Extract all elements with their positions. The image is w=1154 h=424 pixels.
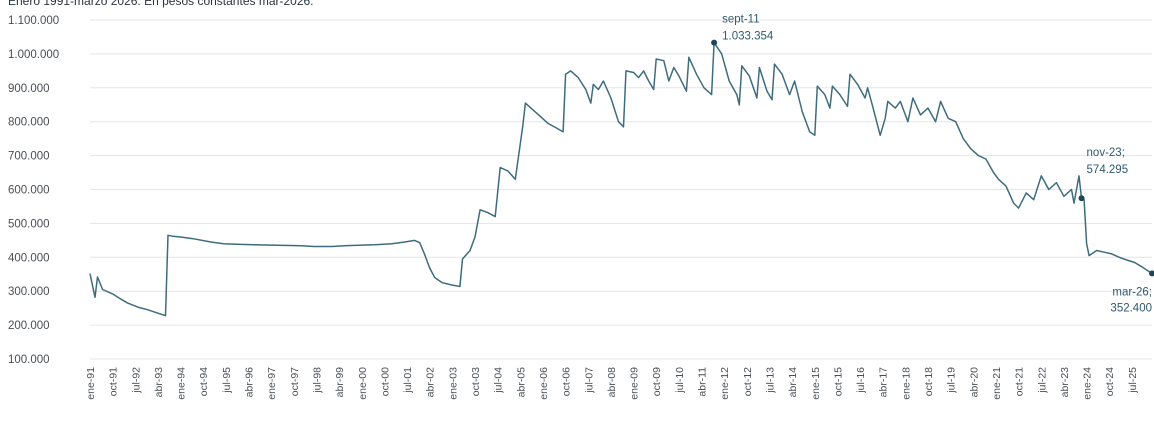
x-tick-label: abr-23	[1059, 367, 1071, 398]
x-tick-label: ene-94	[176, 367, 188, 400]
y-tick-label: 200.000	[8, 320, 50, 332]
x-tick-label: oct-24	[1104, 367, 1116, 396]
x-tick-label: oct-91	[108, 367, 120, 396]
x-tick-label: oct-15	[832, 367, 844, 396]
annotation-date-label: nov-23;	[1087, 147, 1125, 159]
chart-subtitle: Enero 1991-marzo 2026. En pesos constant…	[8, 0, 314, 8]
x-tick-label: oct-12	[742, 367, 754, 396]
x-tick-label: jul-25	[1127, 367, 1139, 394]
y-tick-label: 400.000	[8, 252, 50, 264]
x-tick-label: abr-05	[515, 367, 527, 398]
x-tick-label: oct-03	[470, 367, 482, 396]
x-tick-label: abr-17	[878, 367, 890, 398]
x-tick-label: abr-08	[606, 367, 618, 398]
x-tick-label: oct-00	[379, 367, 391, 396]
x-axis-ticks: ene-91 oct-91 jul-92 abr-93 ene-94 oct-94 jul-…	[85, 367, 1139, 400]
y-tick-label: 800.000	[8, 117, 50, 129]
x-tick-label: oct-97	[289, 367, 301, 396]
y-tick-label: 100.000	[8, 354, 50, 366]
y-axis-ticks: 100.000 200.000 300.000 400.000 500.000 600.0…	[8, 15, 59, 366]
x-tick-label: ene-24	[1082, 367, 1094, 400]
y-tick-label: 1.000.000	[8, 49, 59, 61]
series-group	[89, 41, 1153, 317]
y-tick-label: 600.000	[8, 185, 50, 197]
x-tick-label: ene-12	[719, 367, 731, 400]
y-tick-label: 1.100.000	[8, 15, 59, 27]
x-tick-label: ene-00	[357, 367, 369, 400]
annotation-date-label: mar-26;	[1112, 286, 1152, 298]
x-tick-label: oct-09	[651, 367, 663, 396]
x-tick-label: jul-13	[764, 367, 776, 394]
y-tick-label: 700.000	[8, 151, 50, 163]
x-tick-label: ene-21	[991, 367, 1003, 400]
y-tick-label: 900.000	[8, 83, 50, 95]
x-tick-label: jul-95	[221, 367, 233, 394]
x-tick-label: ene-03	[447, 367, 459, 400]
annotation-date-label: sept-11	[722, 14, 760, 26]
annotation-value-label: 1.033.354	[722, 31, 774, 43]
x-tick-label: abr-14	[787, 367, 799, 398]
x-tick-label: abr-99	[334, 367, 346, 398]
x-tick-label: jul-92	[130, 367, 142, 394]
x-tick-label: oct-06	[561, 367, 573, 396]
annotation-point	[1149, 270, 1154, 277]
x-tick-label: ene-09	[629, 367, 641, 400]
x-tick-label: jul-22	[1036, 367, 1048, 394]
x-tick-label: abr-93	[153, 367, 165, 398]
x-tick-label: jul-98	[311, 367, 323, 394]
x-tick-label: ene-15	[810, 367, 822, 400]
x-tick-label: abr-96	[244, 367, 256, 398]
grid-lines	[90, 19, 1152, 360]
x-tick-label: oct-21	[1014, 367, 1026, 396]
x-tick-label: jul-10	[674, 367, 686, 394]
series-line	[89, 41, 1153, 317]
x-tick-label: abr-02	[425, 367, 437, 398]
x-tick-label: abr-20	[968, 367, 980, 398]
x-tick-label: ene-91	[85, 367, 97, 400]
y-tick-label: 300.000	[8, 286, 50, 298]
x-tick-label: jul-04	[493, 367, 505, 394]
x-tick-label: ene-06	[538, 367, 550, 400]
annotation-point	[711, 39, 718, 46]
annotations-group: sept-11 1.033.354 nov-23; 574.295 mar-26; 352…	[711, 14, 1154, 314]
x-tick-label: jul-19	[946, 367, 958, 394]
x-tick-label: ene-97	[266, 367, 278, 400]
x-tick-label: ene-18	[900, 367, 912, 400]
x-tick-label: jul-16	[855, 367, 867, 394]
annotation-point	[1078, 195, 1085, 202]
annotation-value-label: 352.400	[1110, 302, 1152, 314]
x-tick-label: abr-11	[697, 367, 709, 397]
x-tick-label: oct-18	[923, 367, 935, 396]
y-tick-label: 500.000	[8, 218, 50, 230]
x-tick-label: jul-01	[402, 367, 414, 394]
x-tick-label: jul-07	[583, 367, 595, 394]
annotation-value-label: 574.295	[1087, 164, 1129, 176]
x-tick-label: oct-94	[198, 367, 210, 396]
